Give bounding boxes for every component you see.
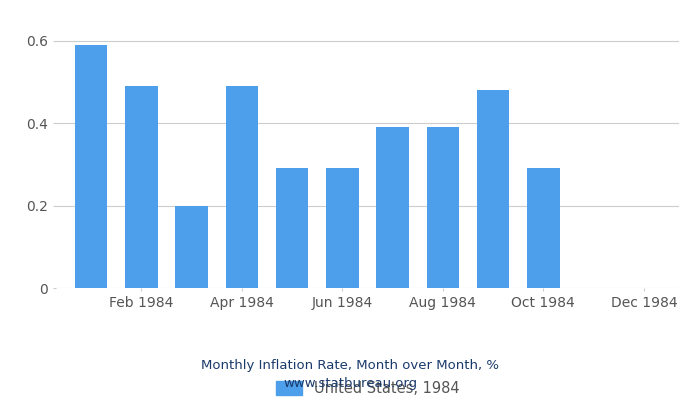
Bar [377,127,409,288]
Bar [426,127,459,288]
Text: Monthly Inflation Rate, Month over Month, %: Monthly Inflation Rate, Month over Month… [201,360,499,372]
Bar [125,86,158,288]
Bar [527,168,560,288]
Bar [175,206,208,288]
Bar [326,168,358,288]
Bar [225,86,258,288]
Bar [75,45,108,288]
Text: www.statbureau.org: www.statbureau.org [283,377,417,390]
Bar [276,168,309,288]
Bar [477,90,510,288]
Legend: United States, 1984: United States, 1984 [276,381,459,396]
